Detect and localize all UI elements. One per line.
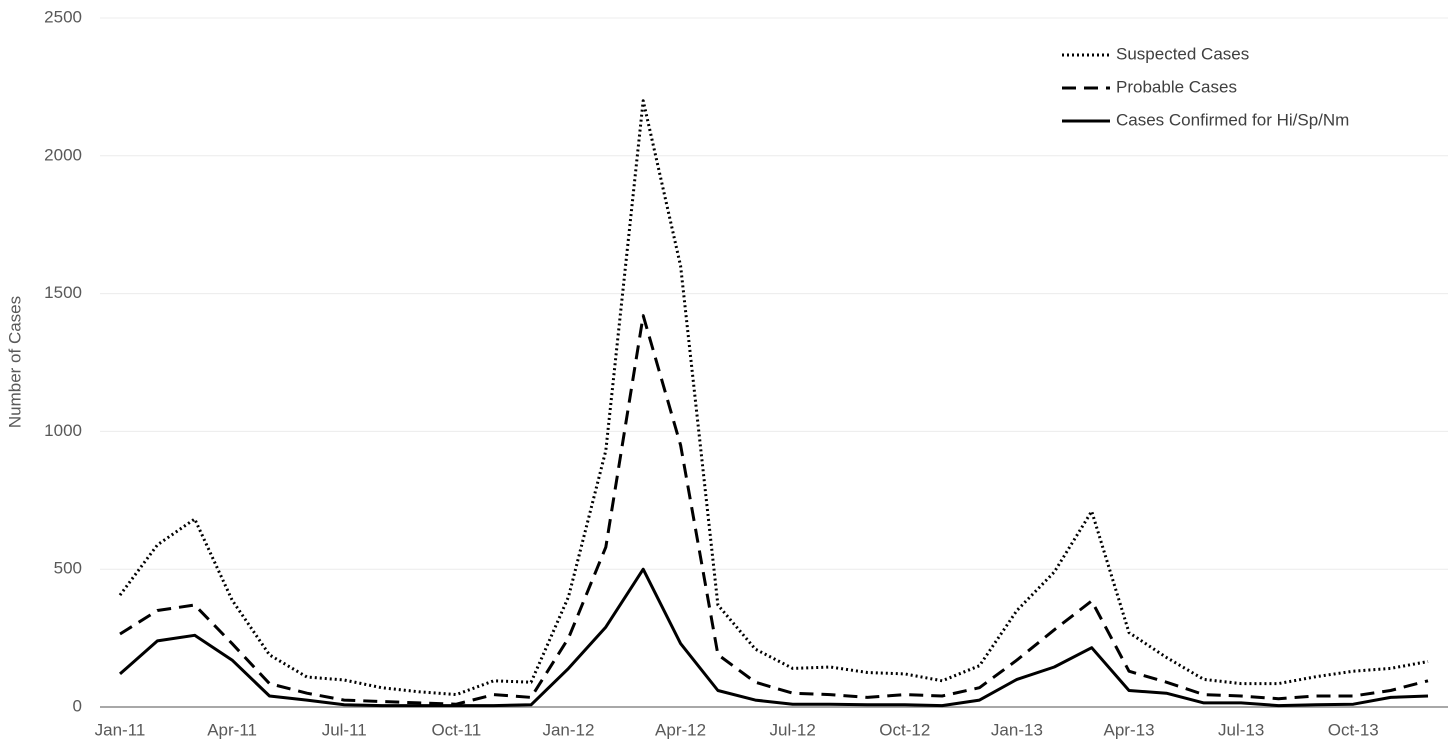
y-axis-label: Number of Cases	[5, 296, 24, 428]
x-tick-label: Jul-12	[770, 720, 816, 739]
x-tick-label: Apr-11	[207, 720, 257, 739]
x-tick-label: Oct-12	[879, 720, 930, 739]
y-tick-label: 1500	[44, 283, 82, 302]
x-tick-label: Jan-12	[542, 720, 594, 739]
x-tick-label: Apr-12	[655, 720, 706, 739]
legend-label: Suspected Cases	[1116, 44, 1249, 63]
y-tick-label: 500	[54, 559, 82, 578]
x-tick-label: Oct-11	[431, 720, 481, 739]
y-tick-label: 2500	[44, 7, 82, 26]
x-tick-label: Oct-13	[1328, 720, 1379, 739]
x-tick-label: Jan-13	[991, 720, 1043, 739]
x-tick-label: Jul-11	[322, 720, 367, 739]
legend-label: Probable Cases	[1116, 77, 1237, 96]
y-tick-label: 1000	[44, 421, 82, 440]
x-tick-label: Apr-13	[1104, 720, 1155, 739]
y-tick-label: 2000	[44, 145, 82, 164]
y-tick-label: 0	[73, 696, 82, 715]
series-line	[119, 567, 1429, 708]
series-line	[118, 99, 1429, 697]
legend-label: Cases Confirmed for Hi/Sp/Nm	[1116, 110, 1349, 129]
x-tick-label: Jul-13	[1218, 720, 1264, 739]
x-tick-label: Jan-11	[95, 720, 146, 739]
series-line	[119, 314, 1429, 706]
